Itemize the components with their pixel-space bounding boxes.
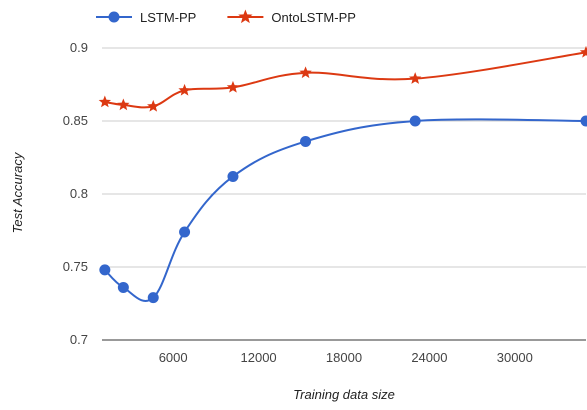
data-point-lstm-pp — [410, 116, 421, 127]
x-tick-label: 12000 — [241, 350, 277, 365]
data-point-lstm-pp — [227, 171, 238, 182]
x-tick-label: 18000 — [326, 350, 362, 365]
y-axis-label: Test Accuracy — [10, 151, 25, 233]
x-tick-label: 6000 — [159, 350, 188, 365]
legend-label: OntoLSTM-PP — [271, 10, 356, 25]
data-point-ontolstm-pp — [99, 96, 111, 108]
series-line-lstm-pp — [105, 119, 586, 301]
legend-item-lstm-pp: LSTM-PP — [96, 10, 196, 25]
series-ontolstm-pp — [99, 46, 587, 112]
data-point-lstm-pp — [99, 264, 110, 275]
tick-layer: 0.7 0.75 0.8 0.85 0.9 6000 12000 18000 24000 3000… — [63, 40, 533, 365]
y-tick-label: 0.7 — [70, 332, 88, 347]
legend-marker — [109, 12, 120, 23]
data-point-ontolstm-pp — [147, 100, 159, 112]
legend: LSTM-PP OntoLSTM-PP — [96, 10, 356, 26]
y-tick-label: 0.85 — [63, 113, 88, 128]
y-tick-label: 0.75 — [63, 259, 88, 274]
series-line-ontolstm-pp — [105, 52, 586, 107]
series-layer — [99, 46, 587, 303]
legend-label: LSTM-PP — [140, 10, 196, 25]
legend-item-ontolstm-pp: OntoLSTM-PP — [227, 10, 356, 26]
data-point-ontolstm-pp — [117, 98, 129, 110]
data-point-lstm-pp — [148, 292, 159, 303]
x-tick-label: 30000 — [497, 350, 533, 365]
data-point-lstm-pp — [118, 282, 129, 293]
data-point-ontolstm-pp — [299, 66, 311, 78]
data-point-lstm-pp — [300, 136, 311, 147]
data-point-ontolstm-pp — [178, 84, 190, 96]
legend-marker — [238, 10, 252, 24]
x-tick-label: 24000 — [411, 350, 447, 365]
data-point-ontolstm-pp — [227, 81, 239, 93]
x-axis-label: Training data size — [293, 387, 395, 402]
data-point-lstm-pp — [581, 116, 587, 127]
y-tick-label: 0.9 — [70, 40, 88, 55]
y-tick-label: 0.8 — [70, 186, 88, 201]
data-point-ontolstm-pp — [409, 72, 421, 84]
series-lstm-pp — [99, 116, 587, 304]
grid-layer — [102, 48, 586, 340]
data-point-lstm-pp — [179, 226, 190, 237]
